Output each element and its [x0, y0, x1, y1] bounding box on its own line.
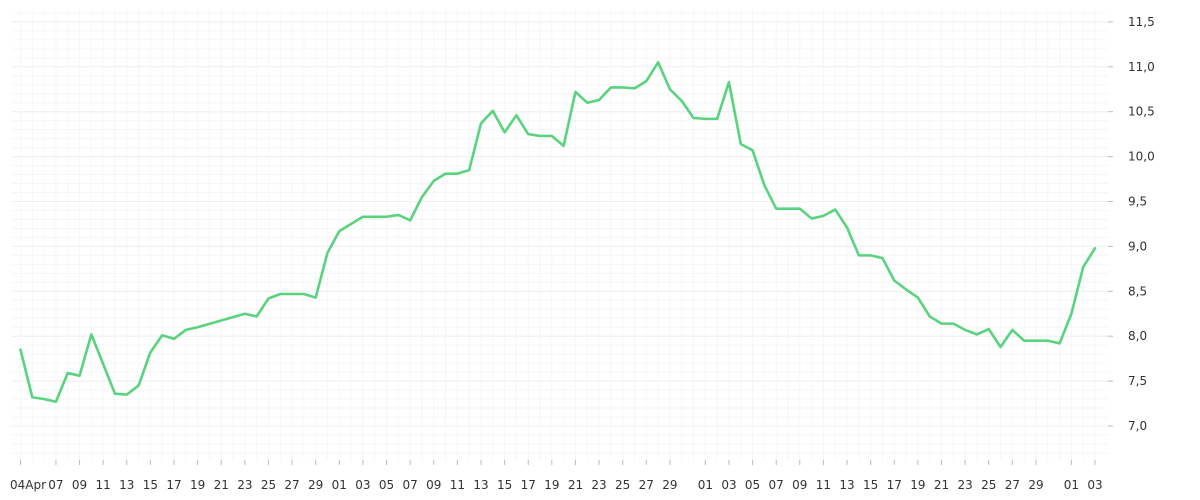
x-tick-label: 17 [887, 478, 902, 492]
x-tick-label: 07 [48, 478, 63, 492]
x-tick-label: 13 [839, 478, 854, 492]
y-tick-label: 9,5 [1128, 195, 1147, 209]
series-line-0 [19, 61, 1097, 404]
x-tick-label: 05 [379, 478, 394, 492]
x-tick-label: 01 [698, 478, 713, 492]
x-tick-label: 11 [450, 478, 465, 492]
grid-layer [12, 10, 1108, 460]
x-tick-label: 04Apr [10, 478, 46, 492]
x-tick-label: 29 [308, 478, 323, 492]
y-tick-label: 8,0 [1128, 329, 1147, 343]
x-tick-label: 17 [166, 478, 181, 492]
x-tick-label: 05 [745, 478, 760, 492]
x-tick-label: 09 [792, 478, 807, 492]
x-tick-label: 23 [591, 478, 606, 492]
y-tick-label: 10,5 [1128, 105, 1155, 119]
x-tick-label: 03 [721, 478, 736, 492]
x-tick-label: 21 [214, 478, 229, 492]
x-tick-label: 11 [96, 478, 111, 492]
x-tick-label: 01 [332, 478, 347, 492]
x-tick-label: 15 [143, 478, 158, 492]
x-tick-label: 07 [403, 478, 418, 492]
x-tick-label: 09 [72, 478, 87, 492]
x-tick-label: 19 [190, 478, 205, 492]
y-tick-label: 8,5 [1128, 284, 1147, 298]
x-tick-label: 09 [426, 478, 441, 492]
x-tick-label: 19 [544, 478, 559, 492]
x-tick-label: 03 [355, 478, 370, 492]
y-tick-label: 7,5 [1128, 374, 1147, 388]
x-tick-label: 13 [119, 478, 134, 492]
x-tick-label: 23 [237, 478, 252, 492]
x-tick-label: 11 [816, 478, 831, 492]
y-tick-label: 9,0 [1128, 239, 1147, 253]
y-tick-label: 7,0 [1128, 419, 1147, 433]
y-tick-label: 11,0 [1128, 60, 1155, 74]
x-tick-label: 25 [981, 478, 996, 492]
x-tick-label: 15 [863, 478, 878, 492]
x-tick-label: 27 [639, 478, 654, 492]
x-tick-label: 19 [910, 478, 925, 492]
x-tick-label: 25 [261, 478, 276, 492]
x-tick-label: 27 [1005, 478, 1020, 492]
x-tick-label: 03 [1087, 478, 1102, 492]
x-tick-label: 21 [568, 478, 583, 492]
x-tick-label: 29 [662, 478, 677, 492]
x-tick-label: 17 [521, 478, 536, 492]
y-tick-label: 11,5 [1128, 15, 1155, 29]
x-tick-label: 29 [1028, 478, 1043, 492]
x-tick-label: 27 [284, 478, 299, 492]
x-tick-label: 01 [1064, 478, 1079, 492]
y-axis: 7,0 7,5 8,0 8,5 9,0 9,5 10,0 10,5 11,0 11,5 [1108, 15, 1155, 433]
x-tick-label: 07 [769, 478, 784, 492]
x-tick-label: 13 [473, 478, 488, 492]
x-axis: 04Apr 07 09 11 13 15 17 19 21 23 25 27 29 01 03 05 07 09 1… [10, 460, 1103, 492]
x-tick-label: 25 [615, 478, 630, 492]
y-tick-label: 10,0 [1128, 150, 1155, 164]
x-tick-label: 23 [957, 478, 972, 492]
series-layer [19, 61, 1097, 404]
x-tick-label: 21 [934, 478, 949, 492]
x-tick-label: 15 [497, 478, 512, 492]
